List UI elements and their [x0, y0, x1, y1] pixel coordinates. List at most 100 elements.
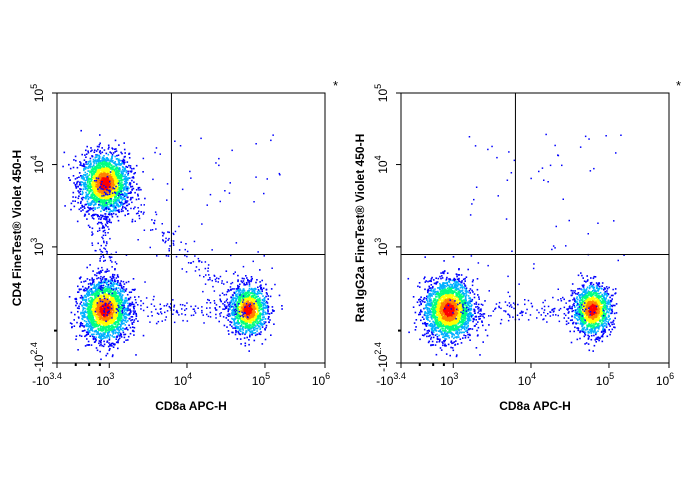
event-dot [108, 312, 111, 315]
event-dot [93, 333, 95, 336]
event-dot [80, 276, 82, 278]
event-dot [87, 333, 90, 335]
event-dot [124, 176, 126, 178]
event-dot [111, 298, 114, 301]
event-dot [119, 311, 121, 314]
event-dot [109, 306, 111, 309]
event-dot [94, 156, 97, 159]
event-dot [100, 294, 102, 297]
event-dot [84, 181, 87, 184]
event-dot [102, 291, 105, 294]
event-dot [112, 209, 115, 212]
event-dot [111, 156, 113, 158]
event-dot [106, 182, 108, 184]
event-dot [109, 348, 111, 350]
event-dot [108, 195, 111, 197]
event-dot [95, 325, 97, 328]
event-dot [108, 349, 111, 352]
event-dot [90, 306, 92, 309]
event-dot [95, 297, 97, 299]
event-dot [99, 327, 101, 330]
event-dot [124, 317, 127, 320]
event-dot [111, 345, 113, 347]
event-dot [91, 292, 93, 295]
event-dot [120, 307, 122, 310]
event-dot [250, 300, 253, 302]
event-dot [103, 155, 105, 157]
event-dot [96, 284, 98, 287]
event-dot [90, 203, 93, 205]
event-dot [110, 297, 113, 299]
event-dot [83, 186, 86, 188]
event-dot [117, 333, 120, 335]
event-dot [87, 198, 90, 201]
event-dot [132, 305, 135, 308]
event-dot [124, 177, 127, 180]
event-dot [96, 288, 98, 291]
event-dot [89, 165, 92, 168]
event-dot [87, 180, 89, 183]
event-dot [97, 166, 99, 168]
event-dot [97, 323, 100, 325]
event-dot [258, 320, 260, 323]
event-dot [116, 187, 119, 190]
event-dot [81, 153, 83, 156]
event-dot [111, 315, 114, 318]
event-dot [88, 294, 91, 296]
event-dot [237, 321, 239, 323]
event-dot [117, 191, 119, 194]
event-dot [118, 316, 120, 319]
event-dot [111, 330, 113, 332]
event-dot [231, 312, 233, 314]
event-dot [232, 307, 235, 309]
event-dot [97, 317, 100, 320]
event-dot [83, 185, 85, 187]
event-dot [119, 332, 122, 335]
event-dot [125, 317, 128, 319]
event-dot [91, 297, 94, 299]
event-dot [93, 160, 95, 163]
event-dot [133, 326, 136, 329]
event-dot [95, 172, 97, 175]
event-dot [104, 324, 107, 326]
event-dot [76, 183, 78, 185]
event-dot [112, 303, 115, 306]
event-dot [136, 183, 138, 185]
event-dot [110, 221, 112, 224]
event-dot [114, 208, 117, 210]
event-dot [99, 325, 102, 328]
event-dot [114, 321, 117, 324]
event-dot [262, 308, 264, 311]
event-dot [89, 322, 91, 324]
event-dot [245, 275, 247, 277]
event-dot [126, 190, 129, 192]
event-dot [113, 322, 116, 324]
event-dot [252, 292, 255, 295]
event-dot [106, 170, 109, 173]
event-dot [101, 330, 103, 332]
event-dot [102, 321, 105, 323]
event-dot [84, 171, 87, 174]
event-dot [72, 191, 75, 194]
event-dot [85, 163, 87, 165]
event-dot [109, 319, 112, 321]
event-dot [79, 190, 81, 193]
event-dot [101, 186, 104, 189]
event-dot [223, 304, 226, 306]
event-dot [88, 312, 90, 315]
event-dot [123, 168, 126, 171]
event-dot [224, 301, 226, 303]
event-dot [133, 321, 135, 323]
event-dot [81, 177, 84, 180]
event-dot [123, 283, 126, 285]
event-dot [80, 176, 83, 179]
event-dot [87, 206, 89, 209]
event-dot [80, 335, 83, 337]
event-dot [97, 299, 99, 301]
event-dot [123, 316, 126, 318]
event-dot [249, 312, 251, 315]
event-dot [100, 337, 102, 340]
event-dot [92, 181, 94, 184]
event-dot [91, 183, 93, 185]
event-dot [110, 152, 113, 154]
